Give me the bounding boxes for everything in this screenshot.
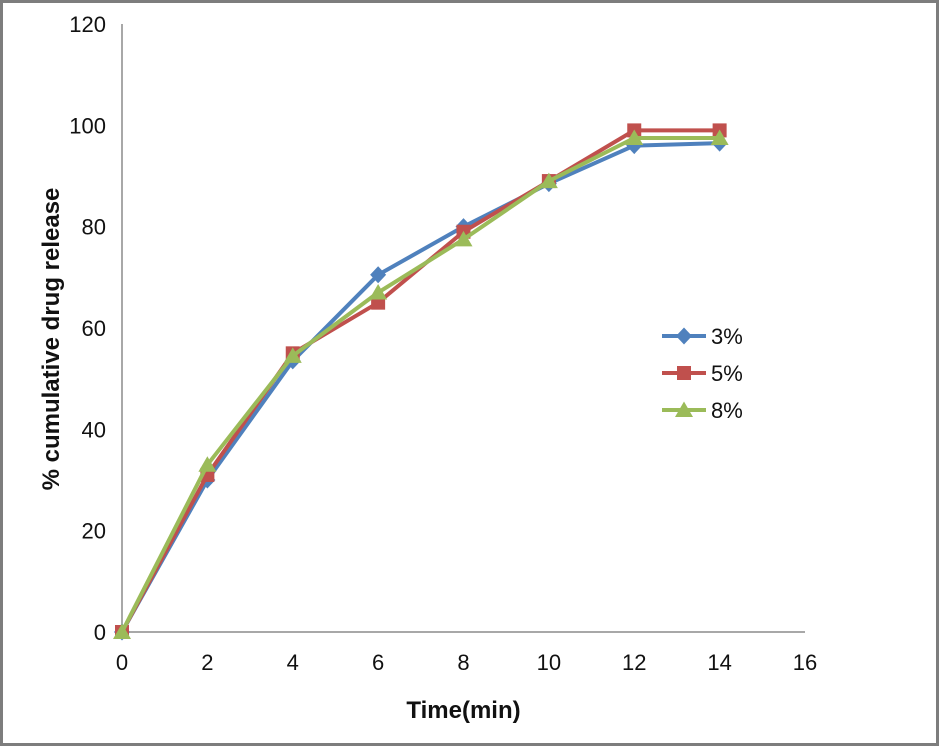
y-tick-label: 80 bbox=[82, 215, 106, 240]
x-tick-label: 14 bbox=[707, 650, 731, 675]
x-tick-label: 8 bbox=[457, 650, 469, 675]
line-chart-svg: 0 2 4 6 8 10 12 14 16 0 20 40 60 80 100 120 3% 5% 8% bbox=[69, 12, 817, 675]
series-marker-8pct bbox=[198, 456, 217, 472]
y-tick-label: 40 bbox=[82, 417, 106, 442]
legend-marker-3pct bbox=[676, 327, 692, 345]
y-tick-label: 60 bbox=[82, 316, 106, 341]
series-line-5pct bbox=[120, 128, 720, 633]
series-marker-8pct bbox=[710, 129, 729, 145]
x-axis-title: Time(min) bbox=[406, 697, 521, 724]
legend-marker-5pct bbox=[677, 366, 691, 380]
x-tick-label: 16 bbox=[793, 650, 817, 675]
x-tick-label: 0 bbox=[116, 650, 128, 675]
series-marker-8pct bbox=[369, 284, 388, 300]
legend-label-5pct: 5% bbox=[711, 361, 743, 386]
series-marker-8pct bbox=[539, 172, 558, 189]
y-tick-label: 100 bbox=[69, 113, 106, 138]
y-tick-label: 120 bbox=[69, 12, 106, 37]
series-marker-8pct bbox=[625, 129, 644, 145]
series-marker-8pct bbox=[283, 347, 302, 363]
y-tick-label: 20 bbox=[82, 519, 106, 544]
y-axis-title: % cumulative drug release bbox=[38, 187, 65, 491]
series-line-8pct bbox=[120, 136, 720, 633]
series-marker-3pct bbox=[370, 266, 387, 284]
x-tick-label: 10 bbox=[537, 650, 561, 675]
x-tick-label: 2 bbox=[201, 650, 213, 675]
x-tick-label: 6 bbox=[372, 650, 384, 675]
series-marker-8pct bbox=[454, 230, 473, 247]
legend-label-8pct: 8% bbox=[711, 398, 743, 423]
y-tick-label: 0 bbox=[94, 620, 106, 645]
series-line-3pct bbox=[120, 141, 720, 633]
legend-label-3pct: 3% bbox=[711, 324, 743, 349]
x-tick-label: 4 bbox=[287, 650, 299, 675]
legend-marker-8pct bbox=[675, 401, 693, 417]
x-tick-label: 12 bbox=[622, 650, 646, 675]
series-marker-8pct bbox=[113, 623, 131, 639]
